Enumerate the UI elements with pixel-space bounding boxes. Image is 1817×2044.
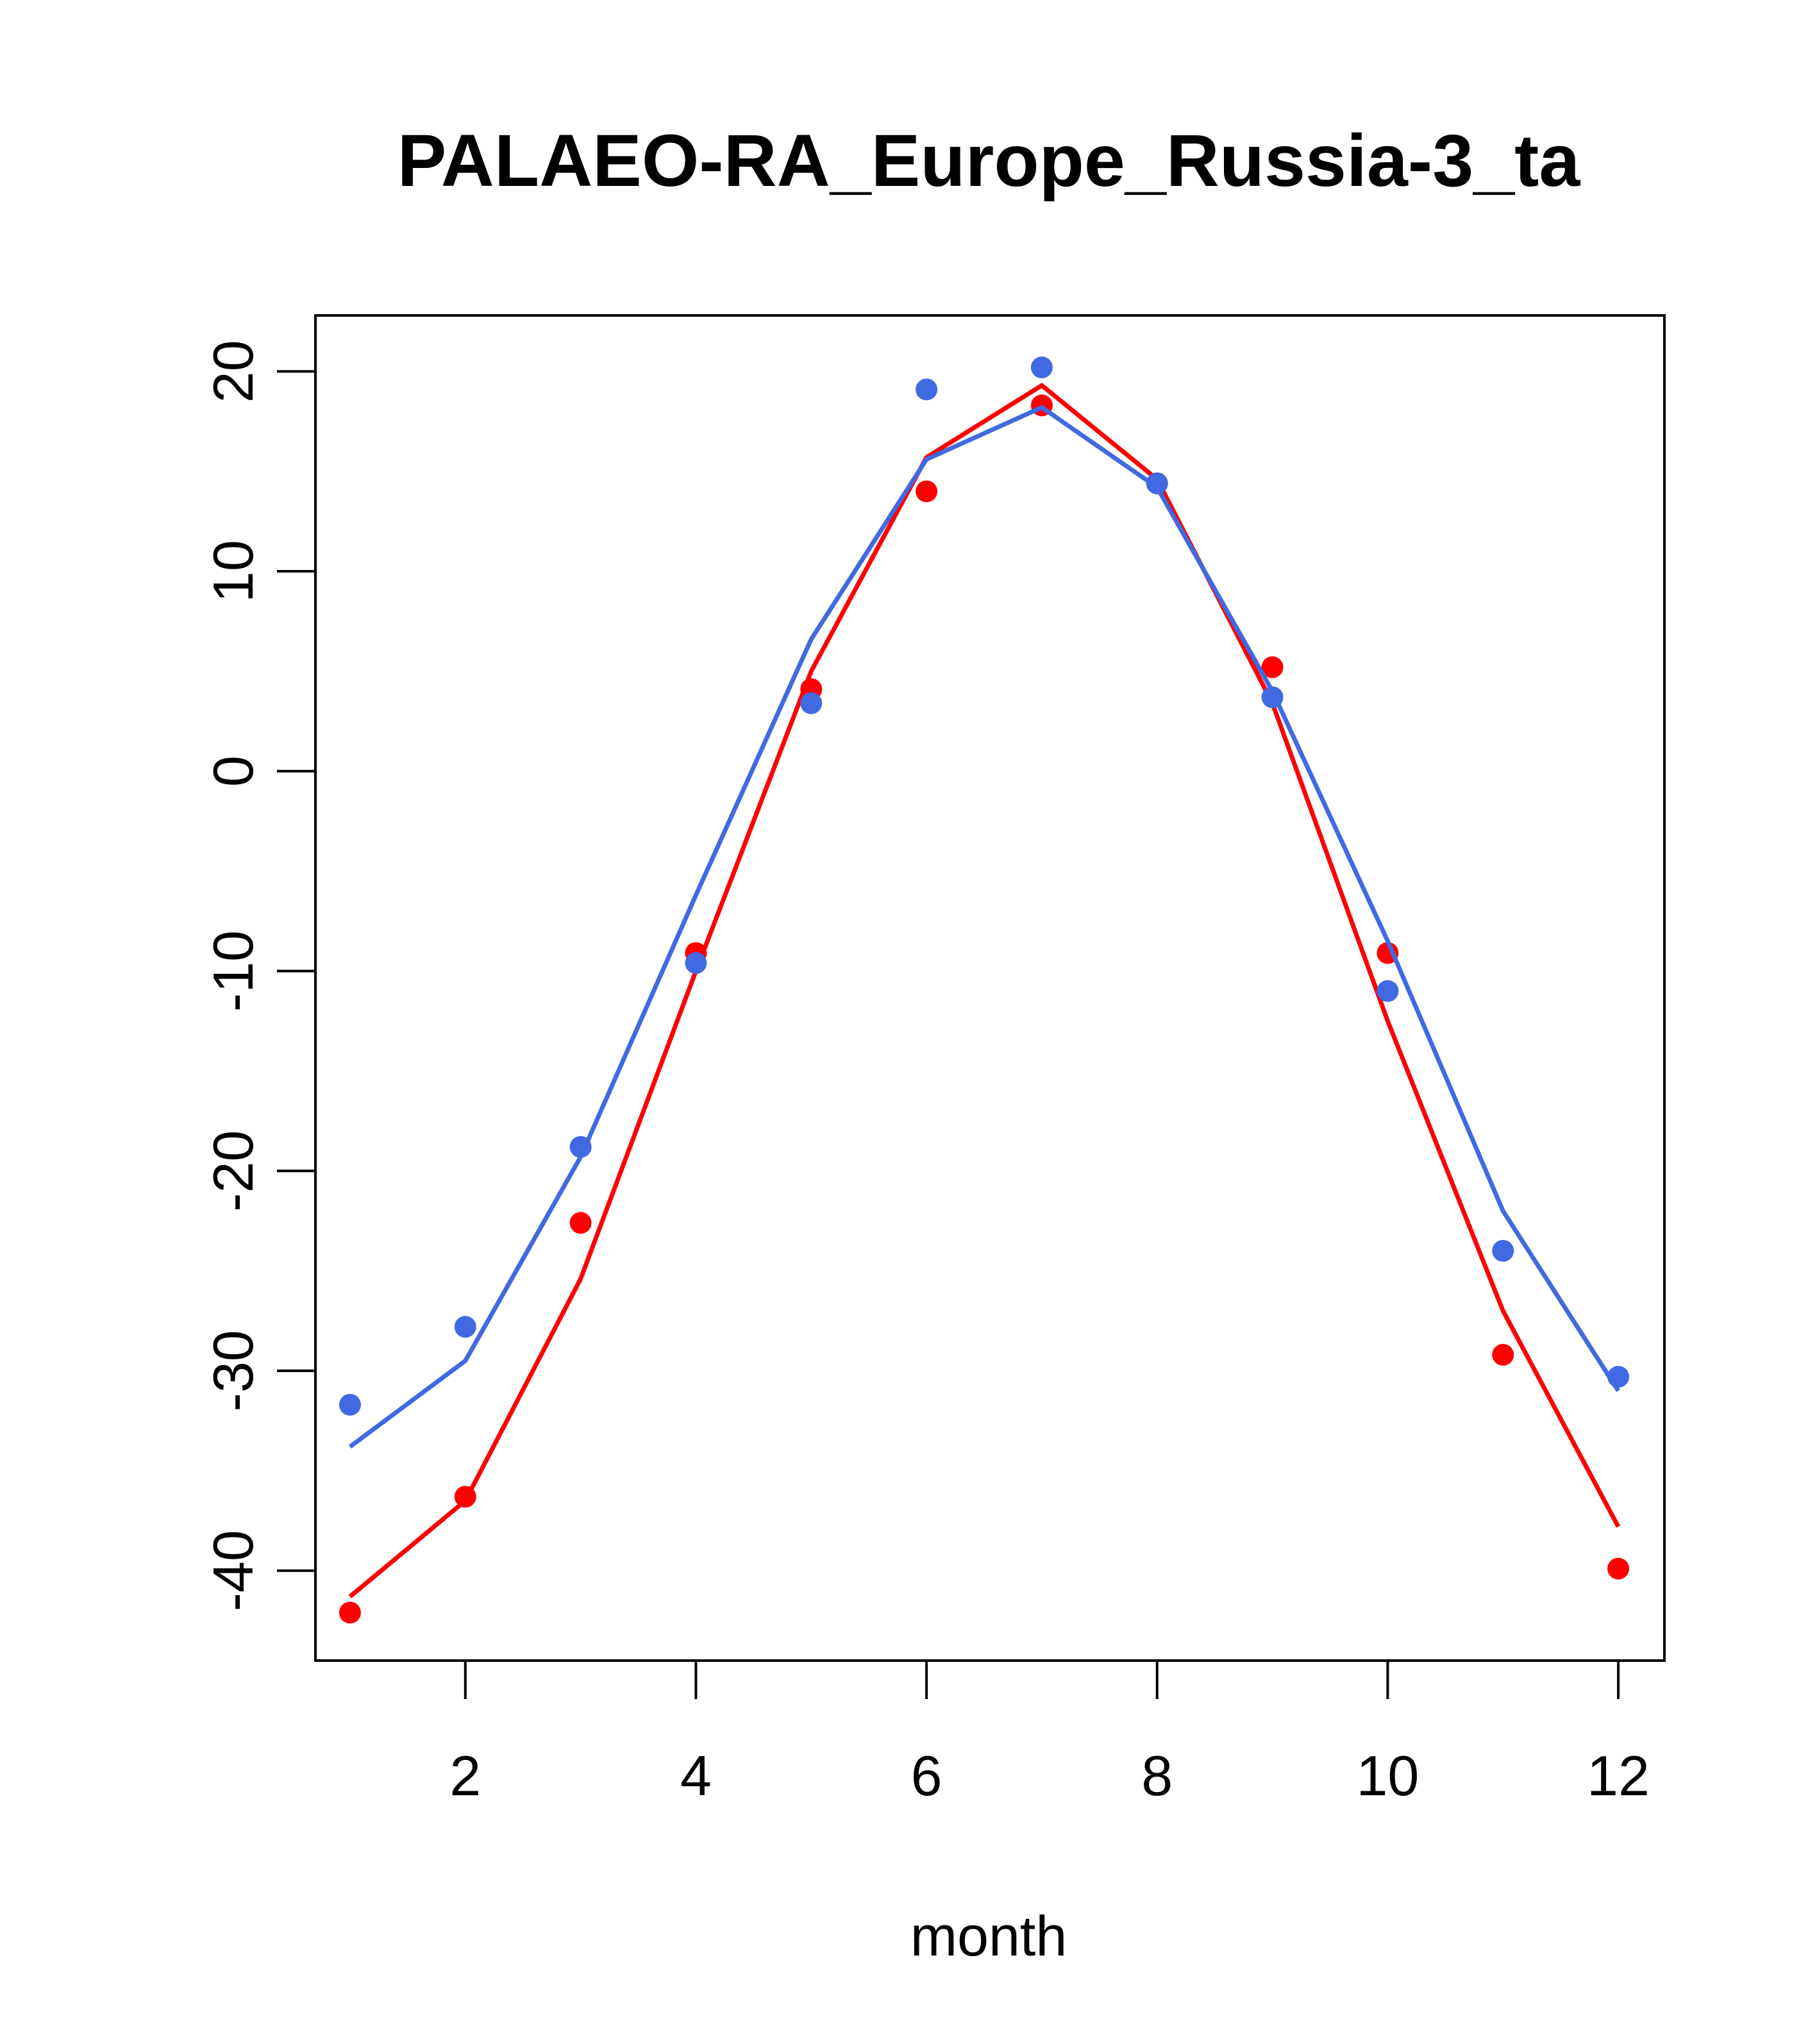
x-tick-label: 12 bbox=[1587, 1744, 1650, 1807]
series-1-point bbox=[1261, 656, 1284, 678]
x-tick-label: 6 bbox=[911, 1744, 942, 1807]
series-2-point bbox=[454, 1316, 476, 1338]
x-tick-label: 10 bbox=[1356, 1744, 1419, 1807]
series-2 bbox=[339, 356, 1630, 1449]
series-2-point bbox=[1146, 472, 1168, 494]
plot-area bbox=[314, 314, 1666, 1662]
y-tick-label: -10 bbox=[201, 930, 265, 1012]
series-2-point bbox=[569, 1135, 592, 1158]
series-1-point bbox=[1607, 1557, 1630, 1580]
x-tick-label: 8 bbox=[1141, 1744, 1173, 1807]
x-axis-label: month bbox=[910, 1904, 1068, 1968]
y-tick-label: 10 bbox=[201, 540, 265, 603]
series-1-point bbox=[339, 1602, 361, 1624]
series-2-point bbox=[685, 952, 707, 975]
series-1-point bbox=[916, 480, 938, 503]
y-tick-label: 20 bbox=[201, 340, 265, 403]
series-1 bbox=[339, 383, 1630, 1624]
series-2-point bbox=[916, 378, 938, 401]
series-layer bbox=[339, 356, 1630, 1624]
series-2-point bbox=[339, 1393, 361, 1416]
y-tick-label: -40 bbox=[201, 1530, 265, 1611]
series-1-point bbox=[1492, 1344, 1514, 1366]
y-axis: -40 -30 -20 -10 0 10 20 bbox=[201, 340, 317, 1611]
series-2-point bbox=[1607, 1366, 1630, 1388]
series-2-point bbox=[800, 692, 823, 714]
series-2-point bbox=[1030, 356, 1053, 379]
chart-title: PALAEO-RA_Europe_Russia-3_ta bbox=[398, 120, 1581, 202]
series-2-line bbox=[348, 405, 1621, 1449]
series-2-point bbox=[1377, 980, 1399, 1002]
series-2-point bbox=[1492, 1239, 1514, 1262]
series-2-point bbox=[1261, 686, 1284, 708]
x-axis: 2 4 6 8 10 12 bbox=[449, 1659, 1650, 1807]
x-tick-label: 2 bbox=[449, 1744, 481, 1807]
series-1-point bbox=[569, 1212, 592, 1234]
x-tick-label: 4 bbox=[680, 1744, 712, 1807]
y-tick-label: -30 bbox=[201, 1330, 265, 1411]
series-1-line bbox=[348, 383, 1621, 1598]
series-1-point bbox=[454, 1486, 476, 1508]
y-tick-label: 0 bbox=[201, 755, 265, 787]
y-tick-label: -20 bbox=[201, 1130, 265, 1212]
